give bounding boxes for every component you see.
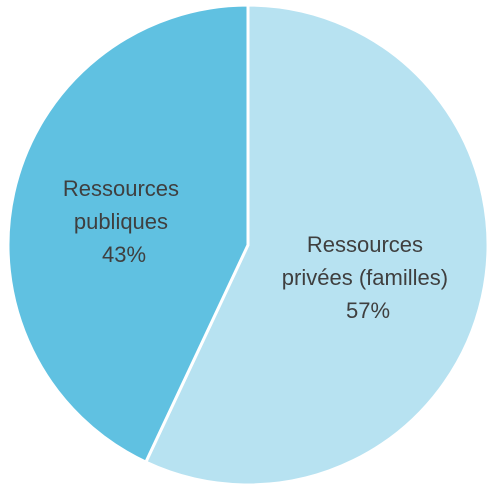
slice-label-prives: Ressources privées (familles) 57% (282, 232, 454, 323)
slice-label-prives-line2: privées (familles) (282, 265, 448, 290)
pie-slice-1 (6, 3, 250, 464)
slice-label-publiques: Ressources publiques 43% (63, 176, 185, 267)
slice-label-prives-value: 57% (346, 298, 390, 323)
slice-label-publiques-value: 43% (102, 242, 146, 267)
slice-label-publiques-line2: publiques (74, 209, 168, 234)
pie-slice-0 (144, 3, 490, 487)
slice-label-publiques-line1: Ressources (63, 176, 179, 201)
slice-label-prives-line1: Ressources (307, 232, 423, 257)
pie-slices (6, 3, 490, 487)
